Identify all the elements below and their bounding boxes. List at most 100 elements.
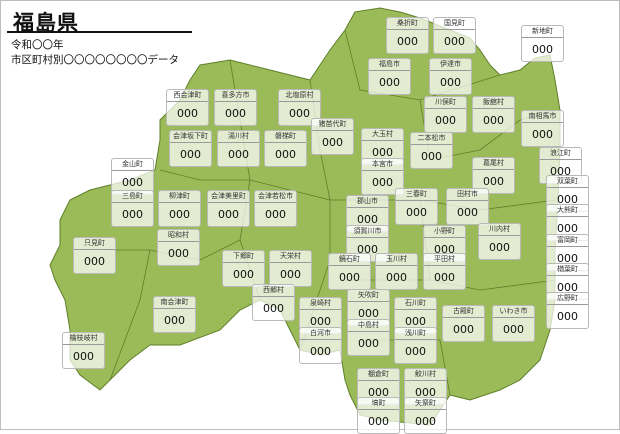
municipality-name: 鏡石町 bbox=[329, 254, 370, 266]
municipality-label: 三島町 000 bbox=[111, 190, 154, 227]
municipality-name: 磐梯町 bbox=[265, 131, 306, 143]
municipality-value: 000 bbox=[550, 165, 571, 178]
municipality-value: 000 bbox=[453, 323, 474, 336]
municipality-label: 二本松市 000 bbox=[410, 132, 453, 169]
municipality-name: 白河市 bbox=[300, 328, 341, 340]
municipality-label: 磐梯町 000 bbox=[264, 130, 307, 167]
municipality-name: 柳津町 bbox=[159, 191, 200, 203]
municipality-name: 南相馬市 bbox=[522, 111, 563, 123]
municipality-value: 000 bbox=[557, 310, 578, 323]
municipality-label: 平田村 000 bbox=[423, 253, 466, 290]
municipality-label: 矢祭町 000 bbox=[404, 397, 447, 434]
municipality-name: 富岡町 bbox=[547, 235, 588, 247]
municipality-label: 浅川町 000 bbox=[394, 327, 437, 364]
municipality-name: 会津若松市 bbox=[255, 191, 296, 203]
municipality-value: 000 bbox=[177, 107, 198, 120]
municipality-value: 000 bbox=[406, 206, 427, 219]
municipality-value: 000 bbox=[280, 268, 301, 281]
municipality-label: 田村市 000 bbox=[446, 188, 489, 225]
municipality-name: 会津坂下町 bbox=[170, 131, 211, 143]
title-underline bbox=[7, 31, 192, 33]
municipality-label: 天栄村 000 bbox=[269, 250, 312, 287]
municipality-value: 000 bbox=[368, 386, 389, 399]
municipality-value: 000 bbox=[122, 208, 143, 221]
municipality-name: 昭和村 bbox=[158, 230, 199, 242]
municipality-name: 葛尾村 bbox=[473, 158, 514, 170]
municipality-label: 古殿町 000 bbox=[442, 305, 485, 342]
municipality-label: 柳津町 000 bbox=[158, 190, 201, 227]
municipality-value: 000 bbox=[164, 314, 185, 327]
municipality-label: 新地町 000 bbox=[521, 25, 564, 62]
municipality-name: 本宮市 bbox=[362, 159, 403, 171]
municipality-value: 000 bbox=[489, 241, 510, 254]
municipality-value: 000 bbox=[483, 114, 504, 127]
municipality-value: 000 bbox=[357, 243, 378, 256]
municipality-value: 000 bbox=[372, 146, 393, 159]
municipality-value: 000 bbox=[397, 35, 418, 48]
municipality-value: 000 bbox=[358, 307, 379, 320]
municipality-value: 000 bbox=[357, 213, 378, 226]
municipality-name: 飯舘村 bbox=[473, 97, 514, 109]
municipality-name: 玉川村 bbox=[376, 254, 417, 266]
municipality-value: 000 bbox=[421, 150, 442, 163]
municipality-label: 三春町 000 bbox=[395, 188, 438, 225]
municipality-name: 桑折町 bbox=[387, 18, 428, 30]
municipality-value: 000 bbox=[122, 176, 143, 189]
municipality-name: 平田村 bbox=[424, 254, 465, 266]
municipality-value: 000 bbox=[372, 176, 393, 189]
municipality-value: 000 bbox=[275, 148, 296, 161]
municipality-name: 小野町 bbox=[424, 226, 465, 238]
municipality-value: 000 bbox=[557, 281, 578, 294]
municipality-name: 北塩原村 bbox=[279, 90, 320, 102]
municipality-value: 000 bbox=[435, 114, 456, 127]
municipality-value: 000 bbox=[322, 136, 343, 149]
municipality-name: 下郷町 bbox=[223, 251, 264, 263]
municipality-name: 会津美里町 bbox=[208, 191, 249, 203]
municipality-value: 000 bbox=[415, 386, 436, 399]
municipality-value: 000 bbox=[225, 107, 246, 120]
municipality-name: 石川町 bbox=[395, 298, 436, 310]
municipality-name: 三春町 bbox=[396, 189, 437, 201]
municipality-value: 000 bbox=[386, 271, 407, 284]
municipality-value: 000 bbox=[358, 337, 379, 350]
municipality-name: 大玉村 bbox=[362, 129, 403, 141]
municipality-value: 000 bbox=[444, 35, 465, 48]
municipality-name: 新地町 bbox=[522, 26, 563, 38]
municipality-value: 000 bbox=[228, 148, 249, 161]
municipality-label: 鏡石町 000 bbox=[328, 253, 371, 290]
municipality-label: 会津若松市 000 bbox=[254, 190, 297, 227]
municipality-name: 中島村 bbox=[348, 320, 389, 332]
municipality-value: 000 bbox=[503, 323, 524, 336]
subtitle: 市区町村別〇〇〇〇〇〇〇〇データ bbox=[11, 54, 179, 66]
municipality-value: 000 bbox=[415, 415, 436, 428]
municipality-name: 古殿町 bbox=[443, 306, 484, 318]
municipality-name: 大熊町 bbox=[547, 205, 588, 217]
municipality-value: 000 bbox=[218, 208, 239, 221]
municipality-value: 000 bbox=[557, 222, 578, 235]
municipality-label: 葛尾村 000 bbox=[472, 157, 515, 194]
municipality-value: 000 bbox=[339, 271, 360, 284]
municipality-name: 田村市 bbox=[447, 189, 488, 201]
municipality-value: 000 bbox=[379, 76, 400, 89]
municipality-label: 川内村 000 bbox=[478, 223, 521, 260]
municipality-label: 湯川村 000 bbox=[217, 130, 260, 167]
municipality-label: 猪苗代町 000 bbox=[311, 118, 354, 155]
municipality-value: 000 bbox=[180, 148, 201, 161]
municipality-label: 飯舘村 000 bbox=[472, 96, 515, 133]
municipality-label: 西郷村 000 bbox=[252, 284, 295, 321]
municipality-name: 南会津町 bbox=[154, 297, 195, 309]
municipality-value: 000 bbox=[405, 315, 426, 328]
municipality-name: 須賀川市 bbox=[347, 226, 388, 238]
municipality-label: 南相馬市 000 bbox=[521, 110, 564, 147]
municipality-label: 桑折町 000 bbox=[386, 17, 429, 54]
municipality-name: 西会津町 bbox=[167, 90, 208, 102]
municipality-name: 喜多方市 bbox=[215, 90, 256, 102]
municipality-label: 広野町 000 bbox=[546, 292, 589, 329]
municipality-value: 000 bbox=[368, 415, 389, 428]
municipality-label: 只見町 000 bbox=[73, 237, 116, 274]
municipality-name: 楢葉町 bbox=[547, 264, 588, 276]
municipality-name: 鮫川村 bbox=[405, 369, 446, 381]
municipality-label: 西会津町 000 bbox=[166, 89, 209, 126]
municipality-label: 川俣町 000 bbox=[424, 96, 467, 133]
municipality-name: 川内村 bbox=[479, 224, 520, 236]
